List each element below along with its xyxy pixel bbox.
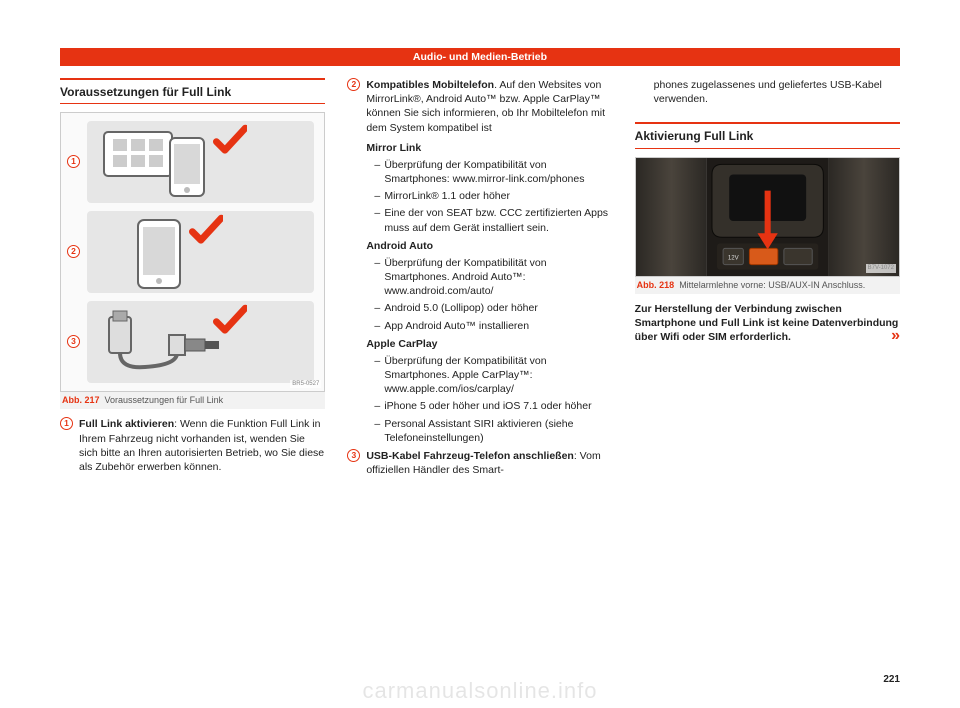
section-title-activation: Aktivierung Full Link — [635, 122, 900, 148]
figure-code: B7V-1072 — [866, 264, 896, 272]
item-number: 1 — [60, 417, 73, 430]
phone-icon-2 — [137, 219, 181, 289]
closing-text: Zur Herstellung der Verbindung zwischen … — [635, 302, 900, 345]
figure-218-image: 12V B7V-1072 — [635, 157, 900, 277]
tablet-icon — [103, 131, 173, 177]
figure-caption-text: Voraussetzungen für Full Link — [105, 395, 224, 405]
callout-3: 3 — [67, 335, 80, 348]
callout-2: 2 — [67, 245, 80, 258]
page-number: 221 — [883, 673, 900, 687]
subheading: Apple CarPlay — [366, 337, 612, 351]
figure-label: Abb. 217 — [62, 395, 100, 405]
list-item: App Android Auto™ installieren — [374, 319, 612, 333]
item-lead: USB-Kabel Fahrzeug-Telefon anschließen — [366, 450, 574, 462]
numbered-item-2: 2 Kompatibles Mobiltelefon. Auf den Webs… — [347, 78, 612, 135]
list-item: Android 5.0 (Lollipop) oder höher — [374, 301, 612, 315]
subheading: Mirror Link — [366, 141, 612, 155]
list-item: MirrorLink® 1.1 oder höher — [374, 189, 612, 203]
numbered-item-1: 1 Full Link aktivieren: Wenn die Funktio… — [60, 417, 325, 474]
figure-caption-text: Mittelarmlehne vorne: USB/AUX-IN Anschlu… — [679, 280, 865, 290]
content-columns: Voraussetzungen für Full Link 1 2 — [60, 78, 900, 668]
watermark: carmanualsonline.info — [0, 676, 960, 706]
figure-code: BR5-0527 — [290, 380, 321, 388]
continuation-icon: » — [891, 325, 900, 347]
bullet-list: Überprüfung der Kompatibilität von Smart… — [366, 354, 612, 445]
list-item: iPhone 5 oder höher und iOS 7.1 oder höh… — [374, 399, 612, 413]
list-item: Überprüfung der Kompatibilität von Smart… — [374, 354, 612, 397]
list-item: Überprüfung der Kompatibilität von Smart… — [374, 256, 612, 299]
closing-block: Zur Herstellung der Verbindung zwischen … — [635, 302, 900, 345]
figure-218-caption: Abb. 218 Mittelarmlehne vorne: USB/AUX-I… — [635, 277, 900, 294]
usb-cable-icon — [105, 309, 225, 375]
svg-text:12V: 12V — [727, 255, 739, 261]
subsection-mirrorlink: Mirror Link Überprüfung der Kompatibilit… — [347, 141, 612, 445]
bullet-list: Überprüfung der Kompatibilität von Smart… — [366, 256, 612, 333]
figure-217: 1 2 — [60, 112, 325, 409]
item-lead: Full Link aktivieren — [79, 418, 174, 430]
check-icon — [213, 123, 247, 157]
phone-icon-1 — [169, 137, 205, 197]
check-icon — [213, 303, 247, 337]
figure-217-caption: Abb. 217 Voraussetzungen für Full Link — [60, 392, 325, 409]
subheading: Android Auto — [366, 239, 612, 253]
callout-1: 1 — [67, 155, 80, 168]
header-bar: Audio- und Medien-Betrieb — [60, 48, 900, 66]
figure-label: Abb. 218 — [637, 280, 675, 290]
figure-218: 12V B7V-1072 Abb. 218 Mittelarmlehne vor… — [635, 157, 900, 294]
list-item: Überprüfung der Kompatibilität von Smart… — [374, 158, 612, 186]
item-3-continuation: phones zugelassenes und geliefertes USB-… — [635, 78, 900, 106]
bullet-list: Überprüfung der Kompatibilität von Smart… — [366, 158, 612, 235]
section-title-prereq: Voraussetzungen für Full Link — [60, 78, 325, 104]
item-lead: Kompatibles Mobiltelefon — [366, 79, 494, 91]
list-item: Personal Assistant SIRI aktivieren (sieh… — [374, 417, 612, 445]
check-icon — [189, 213, 223, 247]
numbered-item-3: 3 USB-Kabel Fahrzeug-Telefon anschließen… — [347, 449, 612, 477]
figure-217-image: 1 2 — [60, 112, 325, 392]
list-item: Eine der von SEAT bzw. CCC zertifizierte… — [374, 206, 612, 234]
item-number: 2 — [347, 78, 360, 91]
item-number: 3 — [347, 449, 360, 462]
